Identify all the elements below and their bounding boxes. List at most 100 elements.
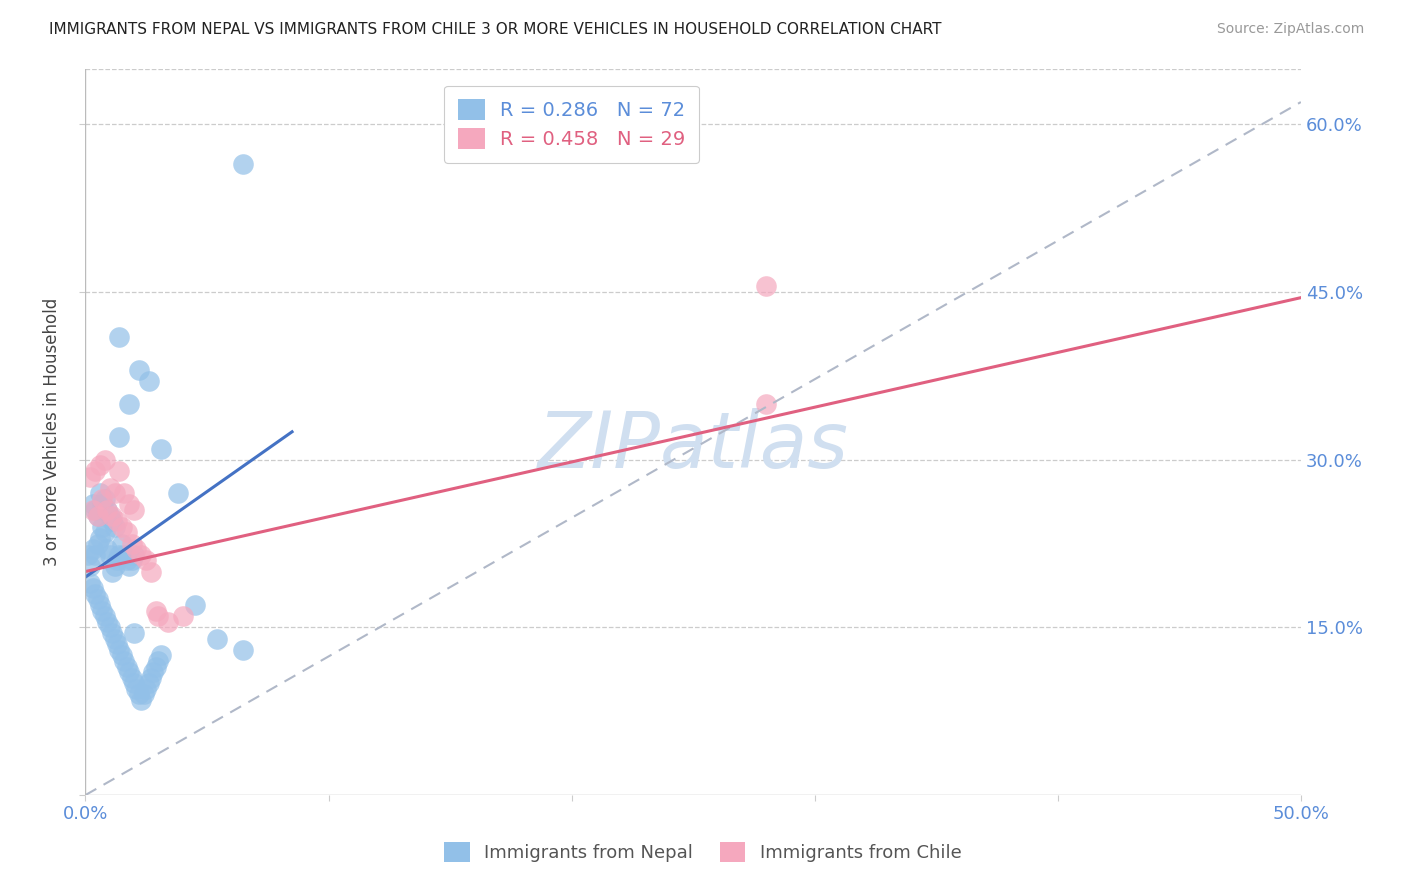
Point — [148, 609, 170, 624]
Point — [82, 498, 104, 512]
Point — [108, 330, 131, 344]
Point — [132, 688, 155, 702]
Point — [101, 508, 124, 523]
Point — [89, 486, 111, 500]
Point — [121, 553, 143, 567]
Point — [125, 542, 148, 557]
Point — [108, 642, 131, 657]
Point — [91, 604, 114, 618]
Point — [157, 615, 180, 629]
Point — [172, 609, 194, 624]
Point — [105, 514, 128, 528]
Point — [121, 536, 143, 550]
Point — [104, 486, 127, 500]
Point — [122, 548, 145, 562]
Point — [115, 659, 138, 673]
Point — [82, 582, 104, 596]
Point — [139, 565, 162, 579]
Point — [108, 430, 131, 444]
Legend: Immigrants from Nepal, Immigrants from Chile: Immigrants from Nepal, Immigrants from C… — [437, 835, 969, 870]
Point — [105, 637, 128, 651]
Point — [89, 458, 111, 473]
Point — [115, 553, 138, 567]
Point — [86, 508, 108, 523]
Point — [139, 671, 162, 685]
Point — [108, 464, 131, 478]
Point — [118, 665, 141, 679]
Point — [89, 598, 111, 612]
Point — [145, 659, 167, 673]
Point — [79, 575, 101, 590]
Point — [149, 442, 172, 456]
Point — [82, 503, 104, 517]
Point — [79, 469, 101, 483]
Point — [112, 548, 135, 562]
Point — [94, 491, 117, 506]
Point — [111, 648, 134, 663]
Point — [148, 654, 170, 668]
Point — [135, 681, 157, 696]
Point — [98, 481, 121, 495]
Point — [122, 626, 145, 640]
Text: IMMIGRANTS FROM NEPAL VS IMMIGRANTS FROM CHILE 3 OR MORE VEHICLES IN HOUSEHOLD C: IMMIGRANTS FROM NEPAL VS IMMIGRANTS FROM… — [49, 22, 942, 37]
Point — [755, 279, 778, 293]
Point — [101, 514, 124, 528]
Text: ZIPatlas: ZIPatlas — [537, 409, 849, 484]
Point — [79, 558, 101, 573]
Point — [98, 548, 121, 562]
Point — [111, 520, 134, 534]
Legend: R = 0.286   N = 72, R = 0.458   N = 29: R = 0.286 N = 72, R = 0.458 N = 29 — [444, 86, 699, 163]
Point — [118, 558, 141, 573]
Point — [91, 498, 114, 512]
Point — [166, 486, 188, 500]
Point — [76, 548, 98, 562]
Point — [94, 452, 117, 467]
Point — [138, 676, 160, 690]
Point — [131, 693, 153, 707]
Point — [96, 615, 118, 629]
Point — [142, 665, 165, 679]
Point — [128, 688, 150, 702]
Point — [112, 486, 135, 500]
Point — [84, 587, 107, 601]
Point — [131, 548, 153, 562]
Point — [98, 508, 121, 523]
Point — [98, 620, 121, 634]
Y-axis label: 3 or more Vehicles in Household: 3 or more Vehicles in Household — [44, 298, 60, 566]
Point — [755, 397, 778, 411]
Point — [128, 363, 150, 377]
Point — [94, 609, 117, 624]
Point — [232, 642, 254, 657]
Point — [91, 491, 114, 506]
Point — [101, 565, 124, 579]
Point — [138, 375, 160, 389]
Point — [108, 548, 131, 562]
Point — [84, 548, 107, 562]
Point — [86, 592, 108, 607]
Point — [122, 676, 145, 690]
Point — [135, 553, 157, 567]
Point — [96, 503, 118, 517]
Point — [118, 498, 141, 512]
Point — [104, 558, 127, 573]
Point — [89, 531, 111, 545]
Point — [105, 553, 128, 567]
Point — [86, 508, 108, 523]
Point — [205, 632, 228, 646]
Point — [121, 671, 143, 685]
Point — [84, 503, 107, 517]
Point — [111, 536, 134, 550]
Point — [125, 681, 148, 696]
Text: Source: ZipAtlas.com: Source: ZipAtlas.com — [1216, 22, 1364, 37]
Point — [122, 503, 145, 517]
Point — [94, 525, 117, 540]
Point — [96, 542, 118, 557]
Point — [96, 503, 118, 517]
Point — [91, 520, 114, 534]
Point — [115, 525, 138, 540]
Point — [145, 604, 167, 618]
Point — [184, 598, 207, 612]
Point — [82, 542, 104, 557]
Point — [232, 156, 254, 170]
Point — [118, 397, 141, 411]
